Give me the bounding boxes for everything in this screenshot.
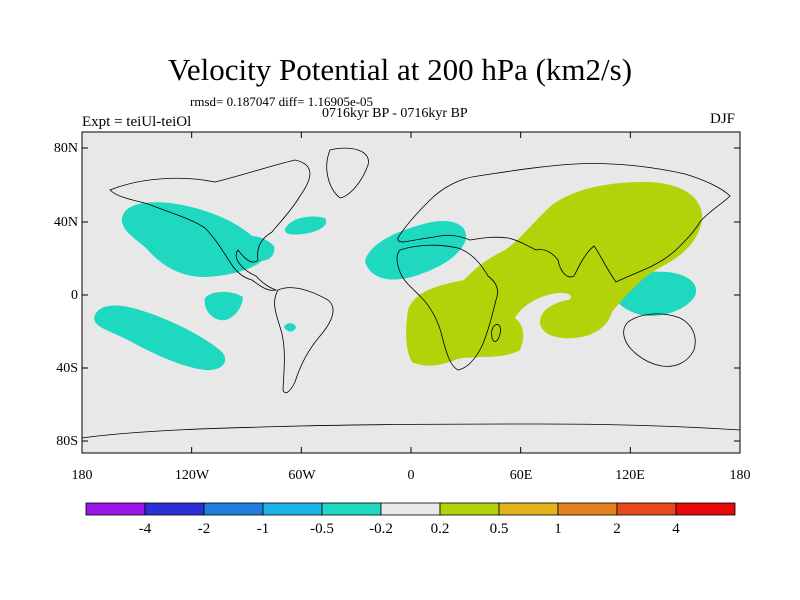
eurasia-africa-positive-region xyxy=(406,182,703,366)
colorbar-swatch xyxy=(616,502,677,516)
north-pacific-negative-region xyxy=(121,202,268,277)
colorbar-swatch xyxy=(498,502,559,516)
plot-title: Velocity Potential at 200 hPa (km2/s) xyxy=(167,52,633,87)
greenland-coast xyxy=(326,147,369,199)
south-america-negative-region xyxy=(284,323,296,332)
colorbar-label: -0.2 xyxy=(369,521,393,537)
lon-label-60w: 60W xyxy=(288,468,316,483)
subtitle: 0716kyr BP - 0716kyr BP xyxy=(322,106,468,121)
colorbar-label: 1 xyxy=(554,521,562,537)
europe-asia-coast xyxy=(397,163,731,283)
colorbar-swatch xyxy=(321,502,382,516)
colorbar xyxy=(85,502,736,516)
colorbar-swatch xyxy=(380,502,441,516)
colorbar-label: -1 xyxy=(256,521,270,537)
north-atlantic-negative-region xyxy=(284,216,327,235)
madagascar-coast xyxy=(491,324,501,342)
lat-label-80s: 80S xyxy=(56,434,78,449)
lon-label-180w: 180 xyxy=(71,468,93,483)
colorbar-label: 4 xyxy=(672,521,680,537)
lon-label-60e: 60E xyxy=(509,468,533,483)
south-pacific-negative-region xyxy=(94,305,226,371)
axis-ticks xyxy=(81,132,741,453)
tropical-pacific-negative-region xyxy=(204,291,243,321)
experiment-label: Expt = teiUl-teiOl xyxy=(82,114,192,130)
lon-label-120e: 120E xyxy=(615,468,645,483)
lat-label-80n: 80N xyxy=(53,141,78,156)
antarctica-coast xyxy=(81,423,741,439)
stats-line: rmsd= 0.187047 diff= 1.16905e-05 xyxy=(190,94,374,109)
colorbar-label: -0.5 xyxy=(310,521,334,537)
colorbar-swatch xyxy=(675,502,736,516)
colorbar-label: -2 xyxy=(197,521,211,537)
colorbar-swatch xyxy=(557,502,618,516)
colorbar-swatch xyxy=(439,502,500,516)
colorbar-label: 0.5 xyxy=(489,521,509,537)
lon-label-0: 0 xyxy=(407,468,415,483)
colorbar-swatch xyxy=(203,502,264,516)
colorbar-label: -4 xyxy=(138,521,152,537)
lon-label-180e: 180 xyxy=(729,468,751,483)
lon-label-120w: 120W xyxy=(174,468,210,483)
season-label: DJF xyxy=(710,111,736,127)
north-america-coast xyxy=(109,159,311,291)
africa-coast xyxy=(396,244,498,371)
positive-anomaly-regions xyxy=(406,182,703,366)
colorbar-swatch xyxy=(85,502,146,516)
lat-label-40n: 40N xyxy=(53,215,78,230)
colorbar-swatch xyxy=(262,502,323,516)
gulf-of-mexico-negative-region xyxy=(239,236,275,261)
lat-label-40s: 40S xyxy=(56,361,78,376)
coastlines xyxy=(81,147,741,439)
colorbar-label: 0.2 xyxy=(430,521,450,537)
colorbar-swatch xyxy=(144,502,205,516)
colorbar-label: 2 xyxy=(613,521,621,537)
lat-label-0: 0 xyxy=(71,288,78,303)
south-america-coast xyxy=(274,287,334,394)
australia-coast xyxy=(623,313,696,367)
